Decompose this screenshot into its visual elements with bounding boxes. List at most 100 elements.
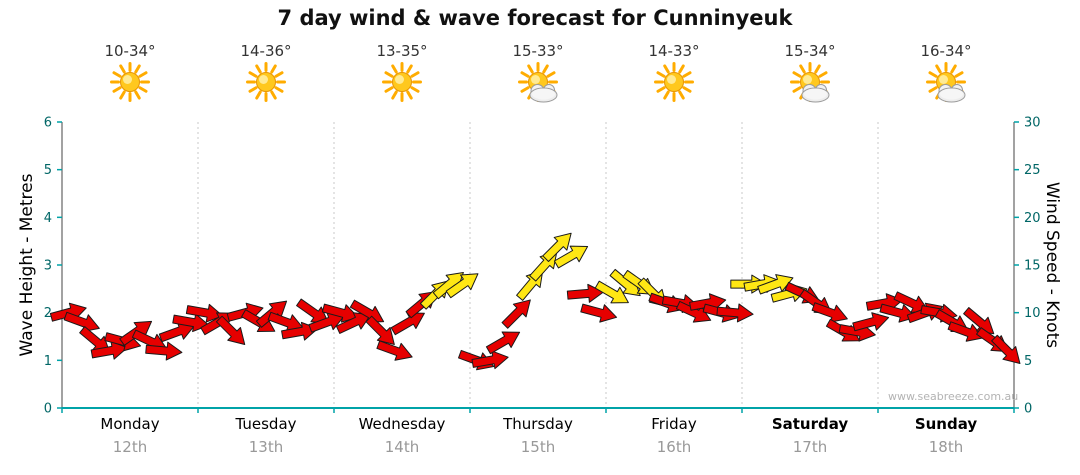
sun-ray [112, 86, 122, 93]
temp-range-monday: 10-34° [104, 42, 156, 60]
cloud-inner [532, 88, 555, 100]
left-tick-label: 0 [44, 402, 52, 417]
day-date-tuesday: 13th [248, 438, 284, 456]
wind-arrow [471, 350, 509, 370]
left-tick-label: 1 [44, 354, 52, 369]
temp-range-wednesday: 13-35° [376, 42, 428, 60]
day-label-monday: Monday [100, 415, 160, 433]
sun-ray [248, 86, 258, 93]
sun-ray [678, 64, 685, 74]
sun-ray [406, 90, 413, 100]
day-date-wednesday: 14th [384, 438, 420, 456]
wind-arrow [675, 300, 712, 323]
sun-highlight [259, 75, 268, 84]
right-tick-label: 30 [1024, 116, 1041, 131]
sun-ray [678, 90, 685, 100]
wind-arrow [553, 245, 589, 269]
sun-ray [384, 86, 394, 93]
temp-range-saturday: 15-34° [784, 42, 836, 60]
right-tick-label: 0 [1024, 402, 1032, 417]
sun-ray [520, 71, 530, 78]
day-label-wednesday: Wednesday [358, 415, 446, 433]
left-tick-label: 3 [44, 259, 52, 274]
watermark: www.seabreeze.com.au [888, 390, 1019, 403]
sun-ray [935, 64, 942, 74]
wind-arrow [947, 321, 984, 342]
sun-ray [682, 71, 692, 78]
sun-ray [950, 64, 957, 74]
sun-ray [274, 71, 284, 78]
sun-highlight [123, 75, 132, 84]
right-tick-label: 5 [1024, 354, 1032, 369]
sun-icon-wednesday [382, 62, 422, 102]
wind-arrow [158, 321, 196, 343]
wind-arrow [63, 311, 100, 333]
sun-cloud-icon-saturday [790, 62, 830, 103]
sun-ray [391, 64, 398, 74]
sun-ray [138, 86, 148, 93]
sun-ray [814, 64, 821, 74]
sun-ray [546, 71, 556, 78]
sun-ray [792, 71, 802, 78]
wind-arrow [376, 340, 413, 361]
sun-ray [270, 64, 277, 74]
wind-arrow [879, 303, 917, 323]
wind-arrow [542, 232, 572, 262]
left-tick-label: 5 [44, 163, 52, 178]
wind-arrow [390, 312, 425, 336]
day-label-saturday: Saturday [771, 415, 849, 433]
sun-highlight [395, 75, 404, 84]
left-tick-label: 4 [44, 211, 52, 226]
left-tick-label: 2 [44, 306, 52, 321]
sun-highlight [531, 75, 540, 84]
cloud-inner [940, 88, 963, 100]
sun-ray [255, 64, 262, 74]
sun-ray [928, 71, 938, 78]
sun-ray [274, 86, 284, 93]
chart-title: 7 day wind & wave forecast for Cunninyeu… [277, 6, 793, 30]
sun-ray [391, 90, 398, 100]
sun-cloud-icon-sunday [926, 62, 966, 103]
sun-icon-monday [110, 62, 150, 102]
wind-arrow [594, 280, 629, 304]
sun-ray [656, 71, 666, 78]
temp-range-sunday: 16-34° [920, 42, 972, 60]
sun-ray [134, 64, 141, 74]
sun-icon-tuesday [246, 62, 286, 102]
sun-icon-friday [654, 62, 694, 102]
sun-ray [792, 86, 802, 93]
day-date-saturday: 17th [792, 438, 828, 456]
day-date-friday: 16th [656, 438, 692, 456]
sun-ray [248, 71, 258, 78]
wind-arrow [716, 303, 754, 323]
sun-ray [542, 64, 549, 74]
day-label-tuesday: Tuesday [235, 415, 297, 433]
sun-cloud-icon-thursday [518, 62, 558, 103]
temp-range-thursday: 15-33° [512, 42, 564, 60]
sun-ray [119, 64, 126, 74]
wind-arrow [145, 341, 183, 361]
sun-ray [410, 86, 420, 93]
wind-arrow [445, 273, 479, 299]
sun-ray [119, 90, 126, 100]
sun-ray [954, 71, 964, 78]
wind-arrow [566, 283, 605, 303]
day-label-sunday: Sunday [914, 415, 978, 433]
sun-ray [138, 71, 148, 78]
wind-arrow [991, 334, 1021, 365]
sun-highlight [939, 75, 948, 84]
right-tick-label: 15 [1024, 259, 1041, 274]
sun-ray [134, 90, 141, 100]
sun-ray [928, 86, 938, 93]
wind-arrow [580, 303, 618, 323]
sun-highlight [667, 75, 676, 84]
cloud-inner [804, 88, 827, 100]
sun-ray [527, 64, 534, 74]
sun-ray [799, 64, 806, 74]
wind-arrow [215, 315, 246, 345]
sun-ray [410, 71, 420, 78]
day-date-monday: 12th [112, 438, 148, 456]
wind-arrow [281, 321, 319, 341]
